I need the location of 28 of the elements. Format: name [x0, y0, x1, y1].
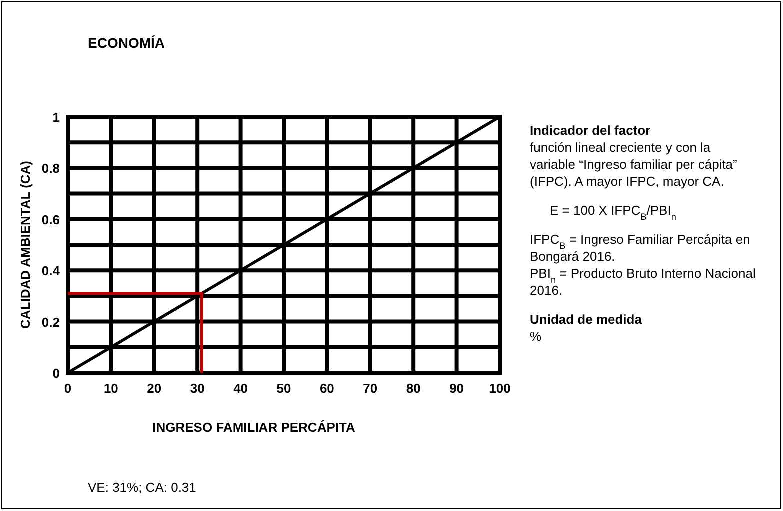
x-tick-label: 30 [190, 381, 205, 396]
x-tick-label: 10 [104, 381, 118, 396]
x-tick-label: 20 [147, 381, 162, 396]
x-tick-label: 70 [363, 381, 378, 396]
y-tick-label: 0.4 [42, 264, 61, 279]
y-tick-label: 0.2 [42, 314, 60, 330]
text: VE: 31%; CA: 0.31 [88, 480, 196, 495]
x-tick-label: 80 [406, 381, 421, 396]
chart-title: ECONOMÍA [88, 35, 165, 51]
x-tick-label: 0 [64, 381, 72, 396]
x-tick-label: 50 [276, 381, 292, 396]
x-axis-title: INGRESO FAMILIAR PERCÁPITA [152, 420, 356, 435]
y-tick-label: 0.8 [42, 161, 60, 176]
text: PBI$_{n}$ = Producto Bruto Interno Nacional 2016. [530, 266, 756, 298]
y-tick-label: 0.6 [42, 212, 60, 228]
x-tick-label: 100 [489, 381, 511, 396]
text: función lineal creciente y con la variable “Ingreso familiar per cápita” (IFPC). A mayor IFPC, mayor CA. [530, 140, 738, 189]
text: % [530, 329, 542, 344]
text: Indicador del factor [530, 123, 651, 138]
y-tick-label: 1 [52, 110, 60, 125]
x-tick-label: 40 [234, 381, 248, 396]
x-tick-label: 90 [450, 381, 464, 396]
y-axis-title: CALIDAD AMBIENTAL (CA) [18, 160, 33, 330]
text: Unidad de medida [530, 312, 643, 327]
y-tick-label: 0 [52, 366, 60, 381]
text: IFPC$_{B}$ = Ingreso Familiar Percápita en Bongará 2016. [530, 232, 750, 264]
text: E = 100 X IFPC$_{B}$/PBI$_{n}$ [550, 203, 676, 222]
x-tick-label: 60 [320, 381, 334, 396]
